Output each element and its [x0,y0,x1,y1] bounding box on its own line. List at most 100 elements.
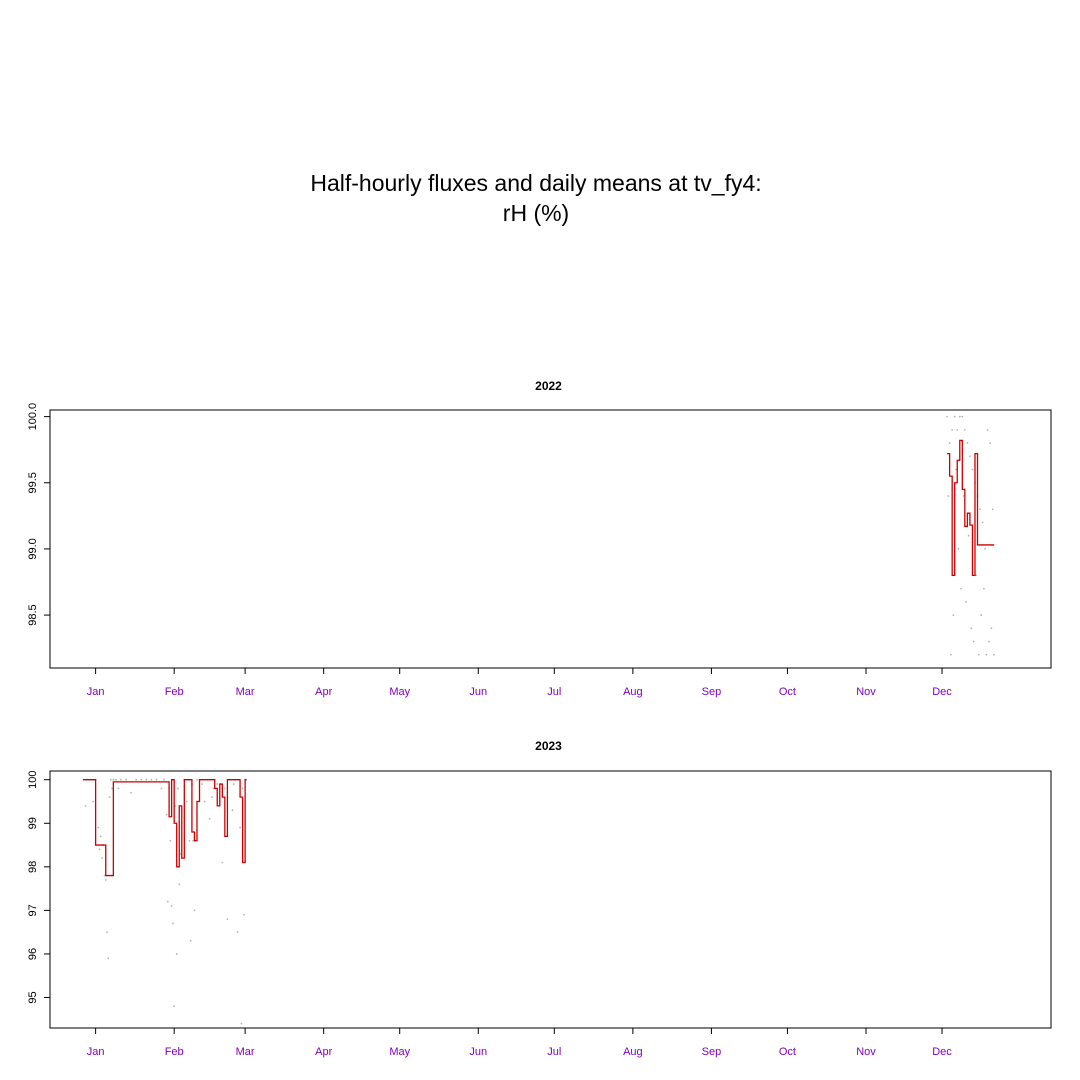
main-title-line-2: rH (%) [502,200,570,226]
half-hourly-point [239,826,241,829]
half-hourly-point [946,415,948,418]
half-hourly-point [240,1022,243,1025]
x-tick-label: Jan [87,1046,105,1058]
y-tick-label: 99.0 [27,538,39,559]
y-tick-label: 97 [27,904,39,916]
main-title-line-1: Half-hourly fluxes and daily means at tv… [310,170,762,196]
plot-frame [49,409,1052,669]
x-tick-label: Apr [315,686,332,698]
half-hourly-point [956,428,959,431]
panel-title: 2023 [535,739,562,753]
half-hourly-point [97,826,100,829]
x-tick-label: Aug [623,686,643,698]
half-hourly-point [163,778,165,781]
x-tick-label: Sep [702,686,722,698]
x-tick-label: Nov [856,686,876,698]
x-tick-label: Jun [469,1046,487,1058]
x-tick-label: Nov [856,1046,876,1058]
x-tick-label: Dec [932,686,952,698]
half-hourly-point [103,874,106,877]
y-tick-label: 98.5 [27,604,39,625]
chart-panel-2022: 2022 98.5 99.0 99.5 100.0 Jan Feb Mar Apr May Jun J… [27,379,1052,698]
half-hourly-point [972,640,975,643]
half-hourly-point [221,861,224,864]
half-hourly-point [961,415,964,418]
y-tick-label: 100.0 [27,403,39,431]
half-hourly-point [971,468,974,471]
half-hourly-point [150,778,153,781]
y-tick-label: 96 [27,948,39,960]
half-hourly-point [952,614,955,616]
half-hourly-point [970,627,973,630]
half-hourly-point [979,508,981,511]
half-hourly-point [208,818,211,820]
half-hourly-point [169,839,172,842]
x-tick-label: Jun [469,686,487,698]
half-hourly-point [212,787,215,790]
half-hourly-point [174,804,177,807]
half-hourly-point [170,905,173,907]
daily-mean-line [947,439,995,577]
half-hourly-point [175,953,178,955]
half-hourly-point [990,627,993,630]
half-hourly-point [957,548,960,550]
half-hourly-point [192,839,195,842]
half-hourly-point [114,778,117,781]
half-hourly-point [130,791,132,794]
daily-mean-line [82,779,247,877]
half-hourly-point [982,587,985,590]
half-hourly-point [986,428,989,431]
half-hourly-point [963,428,966,431]
chart-panel-2023: 2023 95 96 97 98 99 100 Jan Feb Mar Apr May Jun Jul Au… [27,739,1052,1058]
half-hourly-point [193,909,196,912]
half-hourly-point [951,428,954,431]
half-hourly-point [107,957,110,960]
half-hourly-point [241,787,244,790]
half-hourly-point [117,787,120,790]
half-hourly-point [236,931,239,934]
x-tick-label: Feb [165,686,184,698]
half-hourly-point [975,574,978,577]
half-hourly-point [104,878,107,881]
half-hourly-point [960,587,962,590]
half-hourly-point [99,835,102,838]
half-hourly-point [98,848,101,851]
half-hourly-point [189,939,192,942]
half-hourly-point [948,442,951,444]
half-hourly-point [985,653,988,656]
half-hourly-point [947,495,950,497]
half-hourly-point [106,931,108,934]
half-hourly-point [179,852,182,855]
y-tick-label: 99 [27,817,39,829]
half-hourly-point [984,548,987,550]
x-tick-label: Oct [779,1046,796,1058]
half-hourly-point [203,800,206,803]
half-hourly-point [185,800,188,803]
half-hourly-point [965,600,968,603]
half-hourly-point [172,922,174,925]
x-tick-label: Jul [547,686,561,698]
half-hourly-point [135,778,138,781]
y-tick-label: 99.5 [27,472,39,493]
panel-title: 2022 [535,379,562,393]
half-hourly-point [967,534,970,537]
half-hourly-point [92,800,94,803]
half-hourly-point [211,796,214,799]
half-hourly-point [216,783,219,785]
x-tick-label: May [389,1046,410,1058]
half-hourly-point [955,468,957,471]
x-tick-label: Jan [87,686,105,698]
half-hourly-point [969,455,971,458]
half-hourly-point [966,442,969,444]
half-hourly-point [226,918,229,921]
x-tick-label: Feb [165,1046,184,1058]
half-hourly-point [201,783,203,785]
half-hourly-point [242,913,245,916]
y-tick-label: 98 [27,861,39,873]
x-tick-label: Mar [236,1046,255,1058]
half-hourly-point [120,778,122,781]
half-hourly-point [981,521,984,524]
half-hourly-point [231,809,234,812]
half-hourly-point [232,783,235,785]
half-hourly-point [196,778,198,781]
